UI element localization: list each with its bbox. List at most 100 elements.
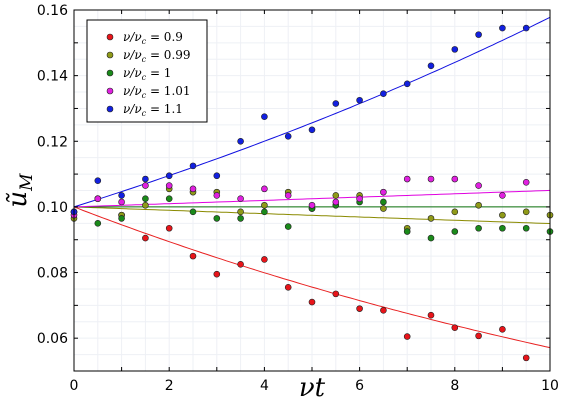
data-point: [308, 201, 316, 209]
data-point: [499, 211, 506, 219]
data-point: [499, 192, 506, 199]
data-point: [213, 215, 221, 222]
data-point: [213, 192, 221, 199]
data-point: [499, 24, 506, 32]
y-axis-label-sub: M: [17, 173, 37, 192]
data-point: [165, 195, 173, 203]
y-tick-label: 0.14: [37, 69, 68, 85]
x-tick-label: 4: [260, 378, 269, 394]
data-point: [118, 192, 125, 199]
data-point: [451, 228, 459, 235]
y-axis-label: ũM: [3, 173, 37, 208]
data-point: [427, 62, 435, 70]
data-point: [499, 224, 506, 232]
data-point: [332, 198, 340, 206]
data-point: [284, 284, 292, 291]
legend-label: ν/νc = 1.1: [123, 102, 183, 118]
legend-marker: [106, 33, 114, 41]
fit-line: [73, 206, 551, 224]
fit-line: [73, 206, 551, 349]
data-point: [142, 182, 149, 189]
legend-item: ν/νc = 0.9: [106, 30, 183, 46]
y-tick-label: 0.12: [37, 134, 68, 150]
data-point: [522, 354, 530, 362]
data-point: [237, 137, 244, 145]
data-point: [475, 332, 482, 340]
data-point: [427, 234, 435, 242]
data-point: [308, 298, 316, 306]
data-point: [237, 261, 244, 268]
data-point: [237, 208, 244, 216]
y-tick-label: 0.06: [37, 331, 68, 347]
data-point: [427, 311, 435, 319]
x-tick-label: 10: [541, 378, 559, 394]
data-point: [475, 201, 482, 209]
data-point: [522, 224, 530, 232]
data-point: [284, 223, 292, 230]
data-point: [380, 306, 387, 314]
data-point: [522, 24, 530, 32]
data-point: [142, 195, 149, 203]
data-point: [94, 177, 102, 184]
legend-marker: [106, 87, 114, 95]
data-point: [237, 195, 244, 203]
data-point: [165, 182, 173, 189]
data-point: [451, 175, 459, 183]
data-point: [356, 96, 363, 104]
x-tick-label: 8: [450, 378, 459, 394]
data-point: [380, 198, 387, 206]
legend-item: ν/νc = 1.1: [106, 102, 183, 118]
fit-line: [73, 189, 551, 208]
y-axis-label-main: ũ: [3, 191, 33, 208]
data-point: [356, 195, 363, 203]
data-point: [284, 133, 292, 140]
data-point: [261, 185, 268, 193]
x-tick-label: 6: [355, 378, 364, 394]
data-point: [403, 80, 411, 88]
data-point: [380, 205, 387, 212]
data-point: [403, 333, 411, 340]
data-point: [118, 215, 125, 222]
data-point: [94, 195, 102, 203]
fit-line: [73, 16, 551, 208]
data-point: [165, 172, 173, 180]
data-point: [427, 215, 435, 222]
data-point: [451, 208, 459, 216]
data-point: [475, 224, 482, 232]
svg-text:ũM: ũM: [3, 173, 37, 208]
legend-label: ν/νc = 0.9: [123, 30, 183, 46]
data-point: [380, 90, 387, 97]
data-point: [403, 175, 411, 183]
data-point: [213, 270, 221, 278]
data-point: [213, 172, 221, 180]
data-point: [261, 256, 268, 263]
data-point: [356, 305, 363, 312]
x-axis-label: νt: [299, 373, 326, 401]
data-point: [332, 192, 340, 199]
legend: ν/νc = 0.9 ν/νc = 0.99 ν/νc = 1 ν/νc = 1.01…: [86, 19, 208, 123]
data-point: [142, 201, 149, 209]
data-point: [261, 208, 268, 216]
data-point: [522, 208, 530, 216]
data-point: [142, 175, 149, 183]
data-point: [475, 31, 482, 38]
data-point: [451, 46, 459, 53]
legend-marker: [106, 51, 114, 59]
legend-item: ν/νc = 0.99: [106, 48, 191, 64]
y-tick-label: 0.16: [37, 3, 68, 19]
legend-label: ν/νc = 0.99: [123, 48, 191, 64]
data-point: [189, 252, 197, 260]
data-point: [499, 326, 506, 333]
legend-label: ν/νc = 1: [123, 66, 171, 82]
data-point: [261, 201, 268, 209]
data-point: [308, 126, 316, 134]
data-point: [142, 234, 149, 242]
data-point: [332, 100, 340, 107]
data-point: [189, 162, 197, 170]
data-point: [380, 188, 387, 196]
x-tick-label: 2: [165, 378, 174, 394]
legend-label: ν/νc = 1.01: [123, 84, 191, 100]
data-point: [284, 192, 292, 199]
data-point: [403, 228, 411, 235]
